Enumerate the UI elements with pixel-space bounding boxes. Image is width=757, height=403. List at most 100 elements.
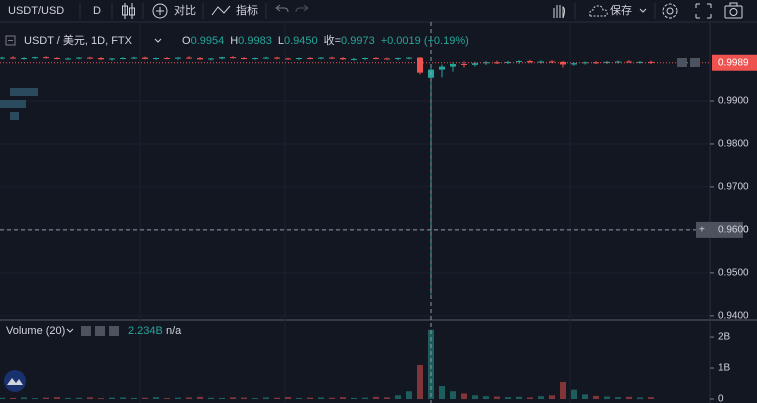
candle-body	[54, 58, 60, 60]
candle-body	[472, 63, 478, 65]
volume-title[interactable]: Volume (20)	[6, 325, 65, 337]
plot: 0.9900 0.9800 0.9700 0.9600 0.9500 0.9400 0 1B 2…	[0, 22, 757, 403]
volume-bar	[329, 397, 335, 399]
candle-body	[175, 57, 181, 59]
volume-bar	[0, 397, 5, 399]
scroll-button[interactable]	[677, 58, 687, 67]
candle-body	[461, 64, 467, 66]
volume-bar	[274, 397, 280, 399]
volume-bar	[120, 397, 126, 399]
volume-bar	[428, 329, 434, 399]
candle-body	[307, 58, 313, 60]
volume-bar	[406, 391, 412, 399]
volume-bar	[648, 397, 654, 399]
candle-body	[362, 58, 368, 60]
volume-bar	[109, 397, 115, 399]
fullscreen-icon[interactable]	[695, 3, 712, 19]
candle-body	[626, 61, 632, 63]
volume-bar	[582, 394, 588, 399]
toolbar-bg	[0, 0, 757, 22]
y-tick-label: 0.9700	[718, 182, 749, 193]
indicators[interactable]: 指标	[236, 3, 258, 17]
volume-bar	[98, 398, 104, 399]
candle-body	[153, 58, 159, 60]
candle-body	[76, 57, 82, 59]
last-price-label: 0.9989	[718, 57, 749, 68]
volume-bar	[186, 397, 192, 399]
candle-body	[10, 57, 16, 59]
candle-body	[142, 57, 148, 59]
volume-tick-label: 1B	[718, 363, 731, 374]
cloud-icon[interactable]	[589, 5, 608, 17]
save-menu[interactable]	[639, 8, 647, 13]
legend-title[interactable]: USDT / 美元, 1D, FTX	[24, 34, 133, 47]
hand-icon[interactable]	[553, 5, 565, 19]
volume-bar	[10, 397, 16, 399]
settings-small[interactable]	[95, 326, 105, 336]
last-price-bg	[712, 54, 757, 71]
candle-body	[384, 58, 390, 60]
volume-bar	[175, 397, 181, 399]
toolbar: USDT/USD D 对比 指标 保存	[0, 0, 757, 23]
candle-body	[604, 61, 610, 63]
volume-bar	[296, 397, 302, 399]
candle-body	[21, 58, 27, 60]
redo[interactable]	[295, 4, 309, 13]
candle-body	[120, 58, 126, 60]
candle-body	[373, 58, 379, 60]
candle-body	[395, 58, 401, 60]
candle-body	[351, 58, 357, 60]
candle-body	[0, 57, 5, 59]
candle-body	[43, 57, 49, 59]
volume-menu[interactable]	[66, 328, 74, 333]
camera-icon[interactable]	[724, 2, 743, 19]
overlay	[0, 88, 38, 120]
interval[interactable]: D	[93, 5, 101, 17]
settings-icon[interactable]	[662, 3, 678, 19]
close-icon[interactable]	[109, 326, 119, 336]
volume-bar	[604, 396, 610, 399]
volume-bar	[285, 396, 291, 399]
volume-bar	[527, 397, 533, 399]
collapse-icon[interactable]	[5, 35, 16, 46]
candle-body	[274, 57, 280, 59]
volume-bar	[230, 397, 236, 399]
volume-bar	[395, 395, 401, 399]
candle-body	[285, 58, 291, 60]
candle-body	[186, 57, 192, 59]
volume-tick-label: 0	[718, 394, 724, 403]
candle-body	[230, 57, 236, 59]
compare-icon[interactable]	[152, 3, 168, 19]
candle-body	[87, 57, 93, 59]
candle-body	[560, 61, 566, 65]
candle-body	[32, 57, 38, 59]
candle-icon[interactable]	[122, 3, 135, 19]
candle-body	[109, 58, 115, 60]
candle-body	[494, 62, 500, 64]
volume-bar	[351, 397, 357, 399]
legend-menu[interactable]	[154, 38, 162, 43]
undo[interactable]	[275, 4, 289, 13]
candle-body	[615, 61, 621, 63]
volume-tick-label: 2B	[718, 332, 731, 343]
volume-bar	[626, 396, 632, 399]
save[interactable]: 保存	[610, 3, 632, 17]
indicator-icon[interactable]	[211, 5, 231, 16]
volume-bar	[241, 397, 247, 399]
candle-body	[208, 58, 214, 60]
eye-icon[interactable]	[81, 326, 91, 336]
symbol[interactable]: USDT/USD	[8, 5, 64, 17]
volume-bar	[483, 396, 489, 399]
volume-bar	[87, 397, 93, 399]
volume-na: n/a	[166, 325, 182, 337]
volume-bar	[549, 395, 555, 399]
volume-bar	[494, 396, 500, 399]
candle-body	[252, 58, 258, 60]
candle-body	[98, 58, 104, 60]
volume-bar	[505, 397, 511, 399]
volume-bar	[164, 398, 170, 399]
volume-legend: Volume (20) 2.234B n/a	[6, 325, 182, 337]
scroll-button[interactable]	[690, 58, 700, 67]
y-tick-label: 0.9400	[718, 310, 749, 321]
compare[interactable]: 对比	[174, 3, 196, 17]
